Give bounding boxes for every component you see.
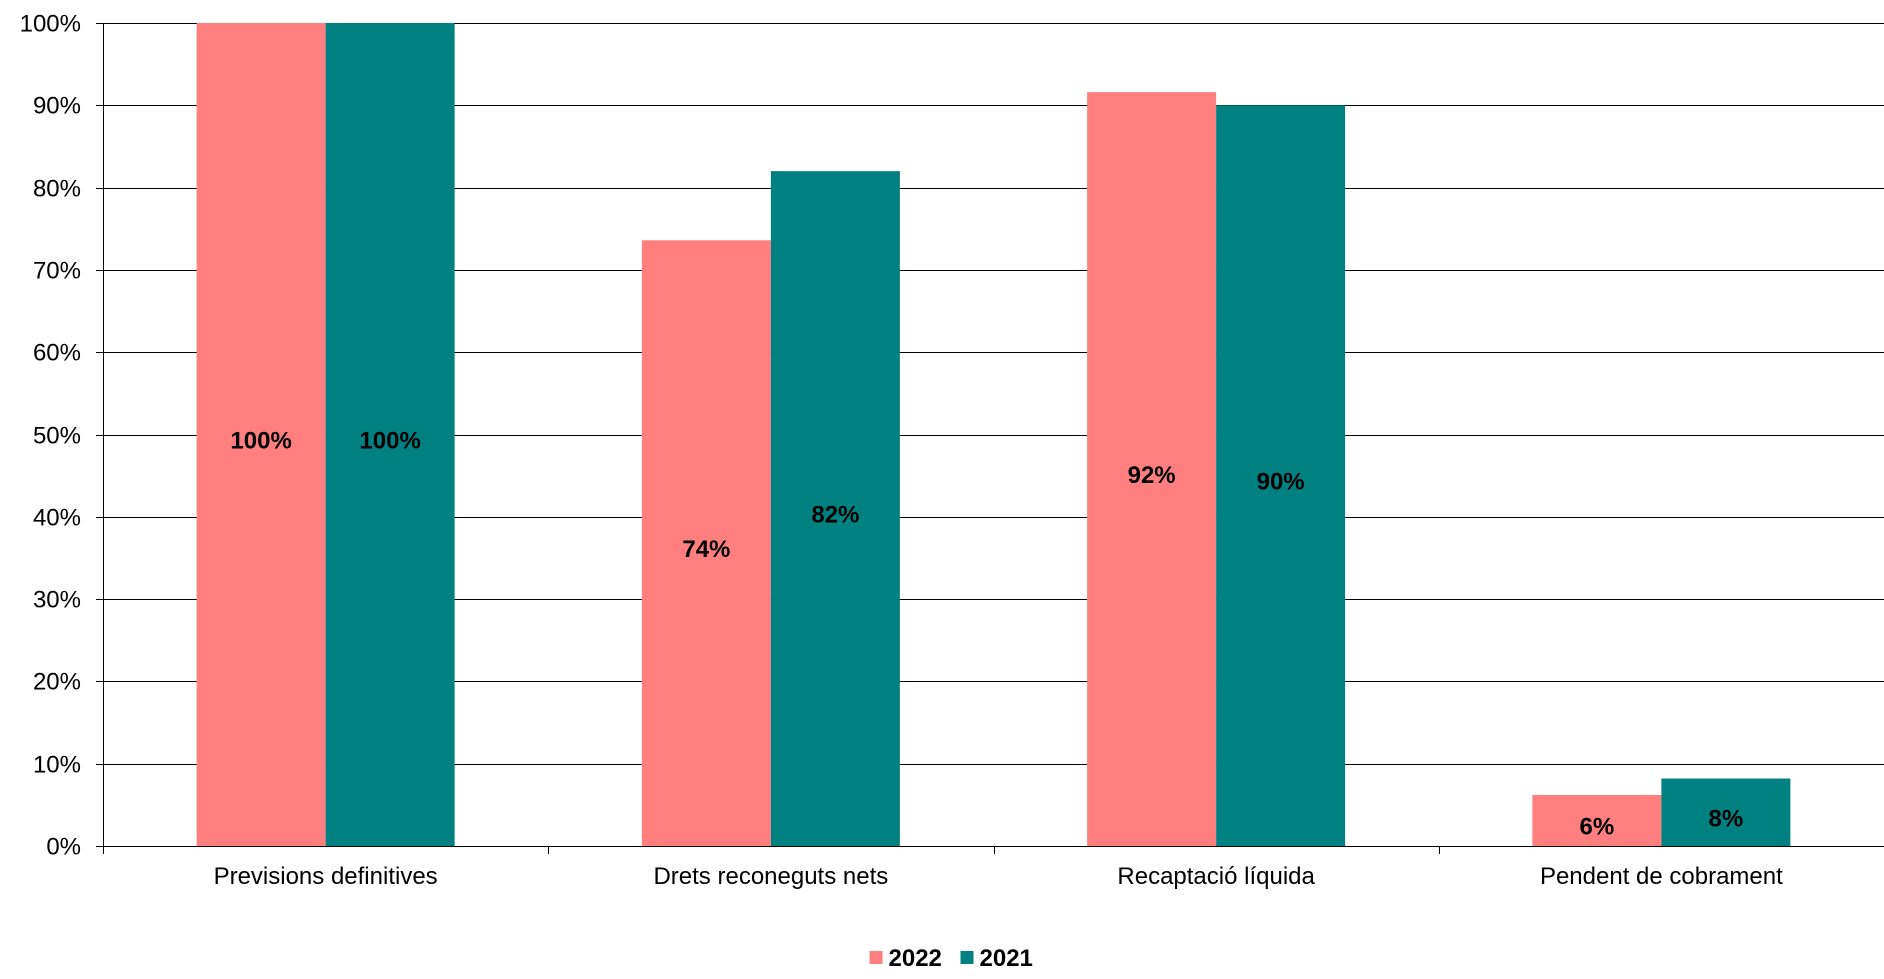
bars: [196, 23, 1791, 847]
bar-2022: [641, 240, 771, 847]
legend-item-2022: 2022: [869, 945, 942, 972]
bar-2021: [1661, 778, 1791, 846]
y-tick-label: 100%: [20, 11, 81, 38]
y-tick-label: 60%: [33, 340, 81, 367]
data-label: 92%: [1128, 462, 1176, 489]
legend-item-2021: 2021: [960, 945, 1033, 972]
data-label: 6%: [1580, 813, 1615, 840]
x-tick-label: Recaptació líquida: [1117, 863, 1315, 890]
bar-2022: [1532, 794, 1662, 846]
y-tick-label: 80%: [33, 176, 81, 203]
y-tick-label: 40%: [33, 505, 81, 532]
data-label: 74%: [682, 536, 730, 563]
legend: 2022 2021: [869, 945, 1033, 972]
y-tick-label: 70%: [33, 258, 81, 285]
data-label: 82%: [811, 502, 859, 529]
y-tick-label: 10%: [33, 752, 81, 779]
data-label: 8%: [1709, 805, 1744, 832]
bar-2021: [770, 171, 900, 846]
y-tick-label: 0%: [46, 834, 81, 861]
data-label: 100%: [230, 428, 291, 455]
data-label: 100%: [359, 428, 420, 455]
data-labels: 100% 74% 92% 6% 100% 82% 90% 8%: [230, 428, 1743, 841]
legend-swatch: [869, 951, 883, 964]
x-tick-label: Drets reconeguts nets: [653, 863, 888, 890]
y-tick-label: 90%: [33, 93, 81, 120]
legend-swatch: [960, 951, 974, 964]
legend-label: 2021: [980, 945, 1033, 972]
axes: 0% 10% 20% 30% 40% 50% 60% 70% 80% 90% 100% Previsi…: [20, 11, 1884, 890]
bar-2022: [1087, 92, 1217, 846]
bar-2021: [325, 23, 455, 846]
x-tick-label: Pendent de cobrament: [1540, 863, 1783, 890]
y-tick-label: 30%: [33, 587, 81, 614]
y-tick-label: 50%: [33, 423, 81, 450]
bar-2022: [196, 23, 326, 846]
x-tick-label: Previsions definitives: [214, 863, 438, 890]
y-tick-label: 20%: [33, 669, 81, 696]
data-label: 90%: [1257, 469, 1305, 496]
bar-2021: [1216, 105, 1346, 847]
legend-label: 2022: [889, 945, 942, 972]
